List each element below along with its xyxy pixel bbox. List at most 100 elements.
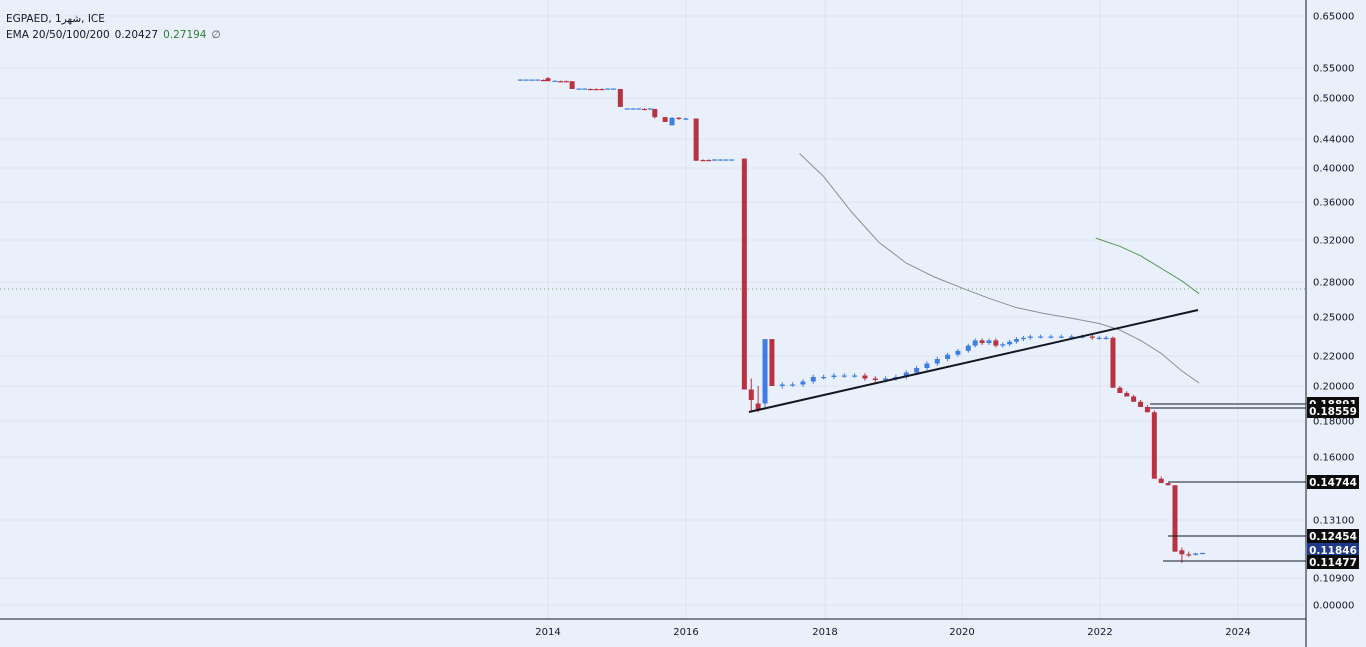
- y-tick-label: 0.10900: [1313, 574, 1354, 585]
- y-tick-label: 0.13100: [1313, 516, 1354, 527]
- candle-body: [1193, 553, 1198, 554]
- candle-body: [694, 119, 699, 161]
- x-tick-label: 2014: [535, 627, 560, 638]
- candle-body: [706, 160, 711, 161]
- candle-body: [852, 376, 857, 377]
- candle-body: [1110, 338, 1115, 388]
- price-tag-label: 0.18559: [1309, 406, 1357, 418]
- y-tick-label: 0.55000: [1313, 64, 1354, 75]
- candle-body: [1000, 344, 1005, 345]
- candle-body: [1186, 554, 1191, 555]
- x-axis-labels: 2014 2016 2018 2020 2022 2024: [535, 627, 1250, 638]
- candle-body: [973, 340, 978, 345]
- y-tick-label: 0.16000: [1313, 453, 1354, 464]
- candle-body: [636, 108, 641, 109]
- candle-body: [811, 377, 816, 382]
- x-tick-label: 2024: [1225, 627, 1250, 638]
- candle-body: [1117, 388, 1122, 393]
- y-tick-label: 0.44000: [1313, 135, 1354, 146]
- candle-body: [742, 159, 747, 390]
- ema-value-3: ∅: [211, 29, 220, 41]
- candle-body: [1048, 337, 1053, 338]
- candle-body: [780, 385, 785, 387]
- candle-body: [749, 390, 754, 401]
- drawings: [749, 310, 1306, 561]
- candle-body: [642, 109, 647, 110]
- candle-body: [683, 119, 688, 120]
- candle-body: [535, 80, 540, 81]
- candle-body: [718, 159, 723, 160]
- candle-body: [712, 159, 717, 160]
- y-tick-label: 0.32000: [1313, 236, 1354, 247]
- candle-body: [986, 340, 991, 343]
- candle-body: [763, 339, 768, 403]
- candle-body: [1059, 337, 1064, 338]
- candle-body: [701, 160, 706, 161]
- ema-value-1: 0.20427: [115, 29, 158, 41]
- candle-body: [670, 118, 675, 126]
- x-tick-label: 2022: [1087, 627, 1112, 638]
- trendline: [749, 310, 1198, 412]
- candle-body: [1159, 479, 1164, 483]
- candle-body: [582, 89, 587, 90]
- y-tick-label: 0.28000: [1313, 278, 1354, 289]
- symbol-row[interactable]: EGPAED, 1شهر, ICE: [6, 11, 221, 27]
- price-tag-label: 0.11477: [1309, 557, 1357, 569]
- candle-body: [599, 89, 604, 90]
- candle-body: [862, 376, 867, 379]
- candle-body: [966, 346, 971, 351]
- candles: [518, 77, 1205, 563]
- candle-body: [1145, 407, 1150, 412]
- candle-body: [648, 108, 653, 109]
- candle-body: [980, 340, 985, 343]
- x-tick-label: 2018: [812, 627, 837, 638]
- candle-body: [1179, 550, 1184, 554]
- candle-body: [1138, 402, 1143, 407]
- candle-body: [630, 108, 635, 109]
- price-tag: 0.18559: [1307, 404, 1359, 418]
- candle-body: [564, 81, 569, 82]
- candle-body: [935, 359, 940, 364]
- candle-body: [1124, 393, 1129, 397]
- candle-body: [529, 80, 534, 81]
- candle-body: [605, 89, 610, 90]
- candle-body: [955, 351, 960, 355]
- candle-body: [945, 355, 950, 359]
- chart-grid: [0, 0, 1306, 619]
- candle-body: [842, 376, 847, 377]
- y-tick-label: 0.36000: [1313, 198, 1354, 209]
- candle-body: [873, 379, 878, 381]
- ema-line-grey: [799, 154, 1199, 384]
- y-tick-label: 0.25000: [1313, 313, 1354, 324]
- ema-lines: [799, 154, 1199, 384]
- candle-body: [594, 89, 599, 90]
- candle-body: [769, 339, 774, 386]
- y-tick-label: 0.18000: [1313, 417, 1354, 428]
- candle-body: [676, 118, 681, 119]
- x-tick-label: 2020: [949, 627, 974, 638]
- ema-line-green: [1096, 238, 1199, 294]
- candle-body: [790, 385, 795, 386]
- y-axis-labels: 0.65000 0.55000 0.50000 0.44000 0.40000 0.360…: [1313, 12, 1354, 612]
- candle-body: [577, 89, 582, 90]
- candle-body: [541, 80, 546, 81]
- candle-body: [652, 109, 657, 117]
- candle-body: [1166, 483, 1171, 485]
- ema-value-2: 0.27194: [163, 29, 206, 41]
- candle-body: [663, 117, 668, 122]
- candle-body: [618, 89, 623, 107]
- candle-body: [588, 89, 593, 90]
- candle-body: [1014, 339, 1019, 342]
- candle-body: [558, 81, 563, 82]
- candle-body: [914, 368, 919, 373]
- y-tick-label: 0.40000: [1313, 164, 1354, 175]
- ema-row[interactable]: EMA 20/50/100/200 0.20427 0.27194 ∅: [6, 27, 221, 43]
- candle-body: [1038, 337, 1043, 338]
- symbol-label: EGPAED, 1شهر, ICE: [6, 13, 105, 25]
- price-tag: 0.14744: [1307, 475, 1359, 489]
- candle-body: [1200, 553, 1205, 554]
- candle-body: [821, 377, 826, 378]
- y-tick-label: 0.00000: [1313, 601, 1354, 612]
- candle-body: [729, 159, 734, 160]
